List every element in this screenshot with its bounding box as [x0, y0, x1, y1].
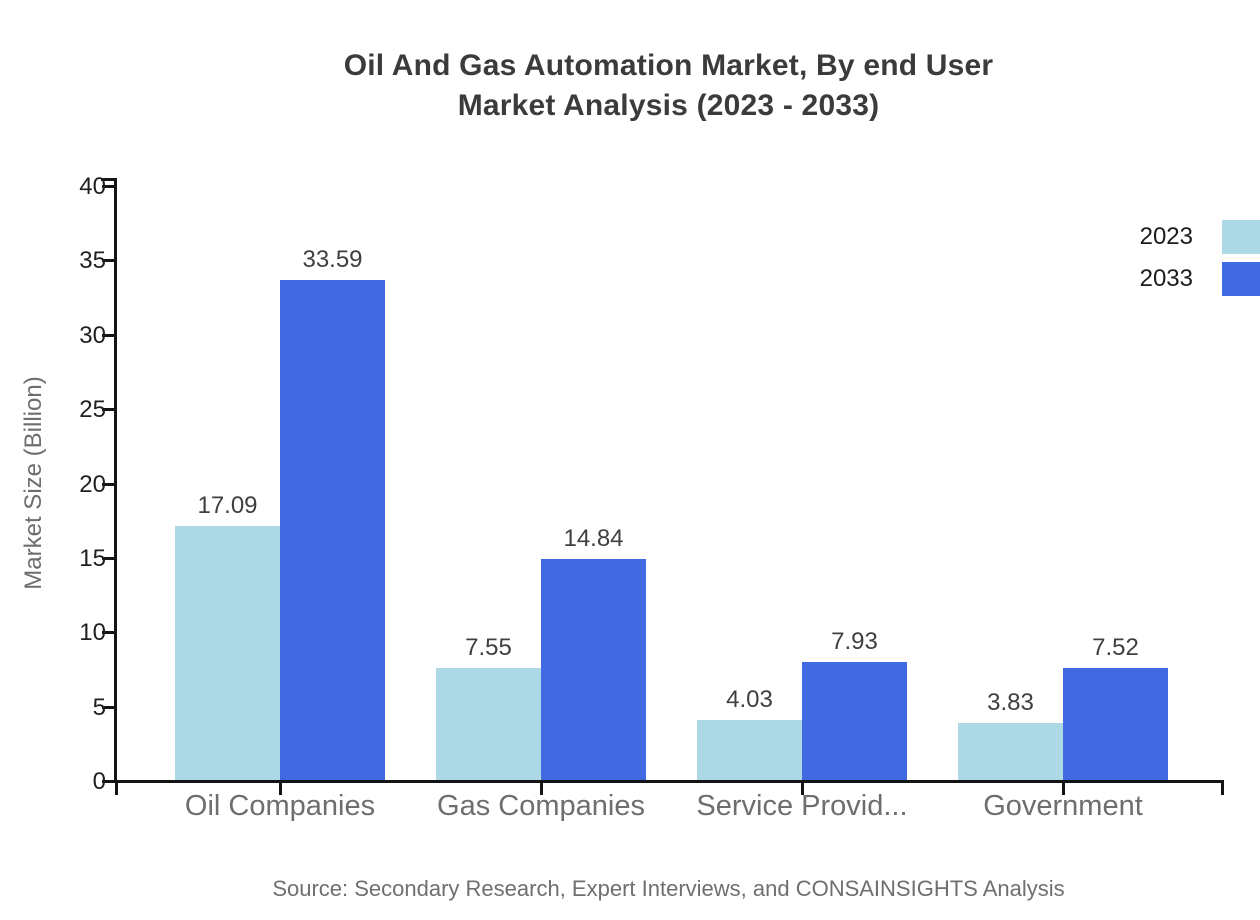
bar-value-label: 33.59	[302, 246, 363, 274]
x-axis-tick	[279, 780, 282, 795]
y-axis-tick	[102, 482, 114, 486]
y-tick-label: 20	[79, 470, 106, 498]
y-axis-tick	[102, 780, 114, 783]
y-axis-tick	[102, 259, 114, 263]
x-axis-tick	[540, 780, 543, 795]
bar-2033-1	[280, 280, 385, 780]
x-category-label: Service Provid...	[696, 790, 908, 822]
x-axis-tick	[1221, 780, 1224, 795]
y-axis-tick	[102, 408, 114, 412]
bar-value-label: 3.83	[987, 689, 1034, 717]
x-category-label: Government	[983, 790, 1143, 822]
chart-title-line2: Market Analysis (2023 - 2033)	[457, 89, 880, 122]
y-tick-label: 15	[79, 544, 106, 572]
x-axis-tick	[1062, 780, 1065, 795]
bar-2023-1	[175, 525, 280, 780]
bar-value-label: 14.84	[563, 525, 624, 553]
y-axis-tick	[102, 185, 114, 188]
y-axis-tick	[102, 556, 114, 560]
legend-swatch-2033	[1222, 262, 1260, 296]
x-axis-tick	[801, 780, 804, 795]
bar-value-label: 7.52	[1092, 634, 1139, 662]
y-axis-tick	[102, 333, 114, 337]
bar-2023-3	[697, 720, 802, 780]
bar-2023-4	[958, 723, 1063, 780]
y-tick-label: 10	[79, 619, 106, 647]
x-category-label: Gas Companies	[437, 790, 645, 822]
y-tick-label: 30	[79, 321, 106, 349]
y-tick-label: 40	[79, 173, 106, 200]
bar-2033-3	[802, 662, 907, 780]
bar-value-label: 17.09	[197, 491, 258, 519]
y-axis-tick	[102, 631, 114, 635]
bar-value-label: 7.55	[465, 633, 512, 661]
y-tick-label: 5	[92, 693, 106, 721]
y-axis-tick	[102, 705, 114, 709]
x-axis-line	[114, 780, 1223, 783]
legend-swatch-2023	[1222, 220, 1260, 254]
x-category-label: Oil Companies	[184, 790, 376, 822]
y-tick-label: 35	[79, 247, 106, 275]
bar-2023-2	[436, 667, 541, 780]
y-axis-line	[114, 181, 117, 783]
bar-2033-4	[1063, 668, 1168, 780]
y-tick-label: 25	[79, 396, 106, 424]
chart-title: Oil And Gas Automation Market, By end Us…	[115, 46, 1222, 126]
bar-value-label: 4.03	[726, 686, 773, 714]
chart-title-line1: Oil And Gas Automation Market, By end Us…	[343, 49, 994, 82]
bar-2033-2	[541, 559, 646, 780]
bar-value-label: 7.93	[831, 628, 878, 656]
y-tick-label: 0	[92, 768, 106, 795]
x-axis-tick	[115, 780, 118, 795]
source-note: Source: Secondary Research, Expert Inter…	[272, 876, 1065, 901]
legend-label-2033: 2033	[1139, 265, 1193, 292]
y-axis-top-tick	[101, 178, 117, 181]
legend-label-2023: 2023	[1139, 223, 1193, 250]
